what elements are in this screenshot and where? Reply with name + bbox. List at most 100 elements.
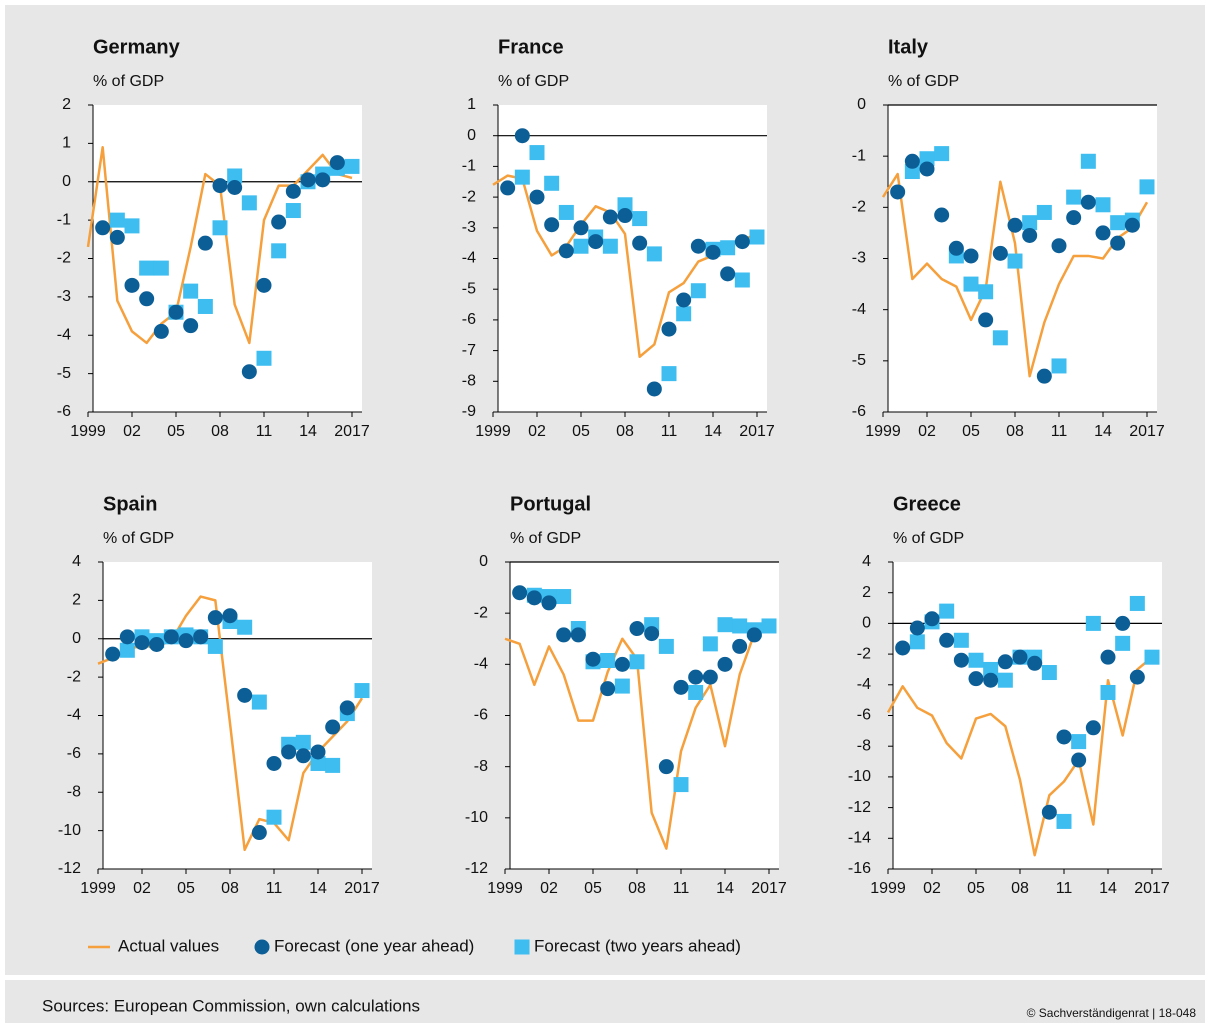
forecast-square xyxy=(909,634,925,650)
forecast-dot xyxy=(573,220,589,236)
forecast-dot xyxy=(997,654,1013,670)
legend-label: Actual values xyxy=(118,936,219,955)
x-tick-label: 11 xyxy=(1051,423,1068,440)
y-tick-label: -10 xyxy=(465,809,488,826)
y-tick-label: 4 xyxy=(72,553,81,570)
forecast-dot xyxy=(178,633,194,649)
forecast-dot xyxy=(256,277,272,293)
forecast-dot xyxy=(526,590,542,606)
forecast-square xyxy=(983,661,999,677)
forecast-square xyxy=(1041,665,1057,681)
forecast-square xyxy=(673,777,689,793)
forecast-dot xyxy=(134,635,150,651)
x-tick-label: 02 xyxy=(133,880,151,897)
forecast-square xyxy=(285,203,301,219)
forecast-dot xyxy=(1124,217,1140,233)
forecast-dot xyxy=(109,229,125,245)
forecast-dot xyxy=(105,646,121,662)
forecast-dot xyxy=(149,637,165,653)
forecast-square xyxy=(1071,734,1087,750)
forecast-dot xyxy=(1080,194,1096,210)
forecast-square xyxy=(109,212,125,228)
x-tick-label: 05 xyxy=(962,423,980,440)
chart-title: Germany xyxy=(93,36,181,58)
chart-subtitle: % of GDP xyxy=(510,530,581,547)
forecast-square xyxy=(251,694,267,710)
x-tick-label: 02 xyxy=(528,423,546,440)
forecast-dot xyxy=(119,629,135,645)
forecast-square xyxy=(749,229,765,245)
y-tick-label: -3 xyxy=(57,288,71,305)
x-tick-label: 2017 xyxy=(1129,423,1165,440)
forecast-square xyxy=(720,240,736,256)
forecast-dot xyxy=(1051,238,1067,254)
forecast-square xyxy=(153,260,169,276)
x-tick-label: 08 xyxy=(1011,880,1029,897)
x-tick-label: 11 xyxy=(266,880,283,897)
legend-label: Forecast (two years ahead) xyxy=(534,936,741,955)
forecast-dot xyxy=(168,304,184,320)
y-tick-label: -8 xyxy=(462,373,476,390)
legend-swatch xyxy=(254,939,270,955)
y-tick-label: -8 xyxy=(857,737,871,754)
forecast-dot xyxy=(1085,720,1101,736)
forecast-square xyxy=(241,195,257,211)
plot-area xyxy=(510,562,779,869)
forecast-square xyxy=(992,330,1008,346)
x-tick-label: 02 xyxy=(540,880,558,897)
y-tick-label: -1 xyxy=(462,158,476,175)
forecast-square xyxy=(1080,153,1096,169)
x-tick-label: 1999 xyxy=(487,880,523,897)
forecast-square xyxy=(558,204,574,220)
actual-line xyxy=(886,656,1153,857)
y-tick-label: 0 xyxy=(479,553,488,570)
x-tick-label: 05 xyxy=(572,423,590,440)
x-tick-label: 1999 xyxy=(70,423,106,440)
forecast-dot xyxy=(558,243,574,259)
chart-title: Spain xyxy=(103,493,157,515)
forecast-square xyxy=(227,168,243,184)
forecast-square xyxy=(661,366,677,382)
chart-title: France xyxy=(498,36,564,58)
forecast-dot xyxy=(734,234,750,250)
chart-title: Italy xyxy=(888,36,929,58)
forecast-square xyxy=(602,238,618,254)
legend-swatch xyxy=(514,939,530,955)
y-tick-label: 4 xyxy=(862,553,871,570)
y-tick-label: -9 xyxy=(462,403,476,420)
y-tick-label: -2 xyxy=(67,668,81,685)
forecast-dot xyxy=(1027,655,1043,671)
forecast-square xyxy=(1051,358,1067,374)
forecast-dot xyxy=(978,312,994,328)
y-tick-label: -6 xyxy=(852,403,866,420)
forecast-dot xyxy=(702,669,718,685)
forecast-dot xyxy=(544,217,560,233)
forecast-dot xyxy=(570,627,586,643)
chart-title: Greece xyxy=(893,493,961,515)
y-tick-label: -6 xyxy=(67,745,81,762)
forecast-dot xyxy=(992,245,1008,261)
forecast-square xyxy=(1022,215,1038,231)
forecast-square xyxy=(978,284,994,300)
x-tick-label: 05 xyxy=(967,880,985,897)
forecast-square xyxy=(1129,595,1145,611)
forecast-dot xyxy=(632,235,648,251)
x-tick-label: 05 xyxy=(167,423,185,440)
forecast-dot xyxy=(300,172,316,188)
forecast-square xyxy=(968,652,984,668)
y-tick-label: -2 xyxy=(57,250,71,267)
forecast-square xyxy=(266,809,282,825)
forecast-dot xyxy=(281,744,297,760)
forecast-dot xyxy=(602,209,618,225)
copyright: © Sachverständigenrat | 18-048 xyxy=(1027,1006,1197,1020)
forecast-dot xyxy=(600,681,616,697)
forecast-dot xyxy=(629,621,645,637)
y-tick-label: -12 xyxy=(848,799,871,816)
forecast-dot xyxy=(1129,669,1145,685)
forecast-dot xyxy=(139,291,155,307)
x-tick-label: 14 xyxy=(716,880,734,897)
x-tick-label: 02 xyxy=(923,880,941,897)
forecast-dot xyxy=(1056,729,1072,745)
y-tick-label: -3 xyxy=(462,219,476,236)
